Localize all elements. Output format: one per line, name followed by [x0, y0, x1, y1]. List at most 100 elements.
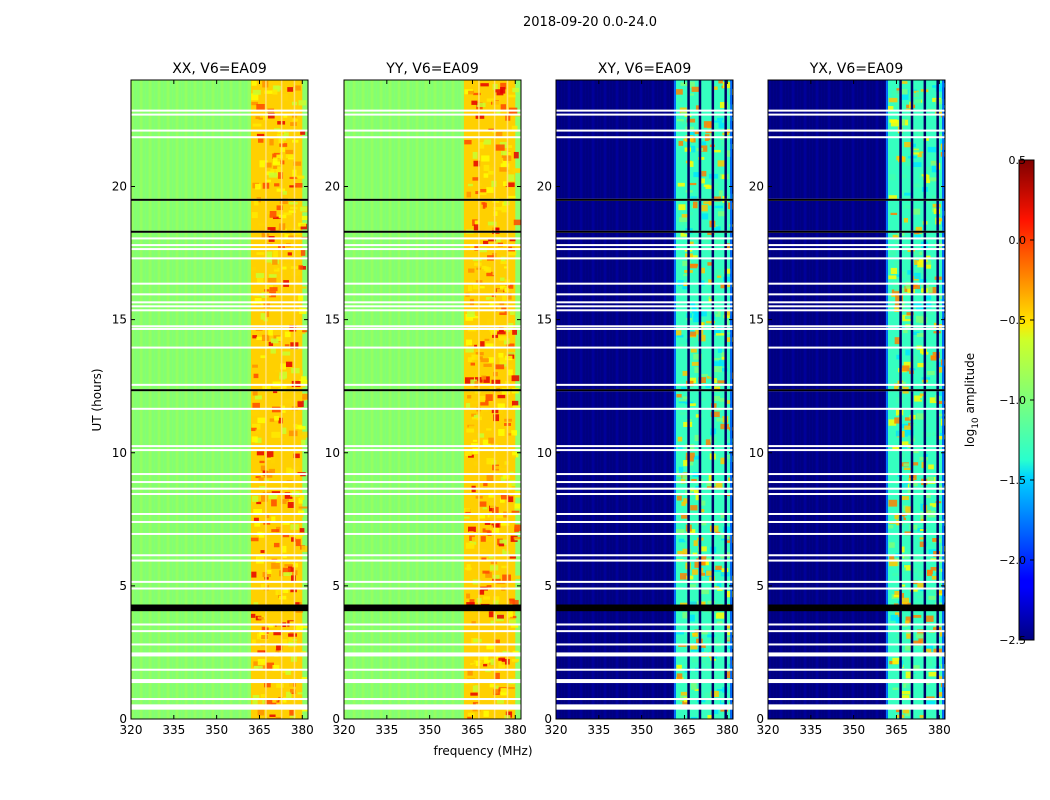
heatmap-cell — [498, 336, 508, 341]
heatmap-cell — [917, 582, 925, 589]
heatmap-cell — [899, 118, 906, 126]
heatmap-cell — [932, 537, 938, 542]
heatmap-cell — [916, 91, 924, 99]
heatmap-cell — [493, 414, 500, 422]
channel-texture — [839, 80, 843, 719]
heatmap-cell — [690, 644, 698, 650]
flagged-row — [131, 129, 308, 132]
flagged-row — [131, 257, 308, 260]
heatmap-cell — [681, 501, 686, 506]
heatmap-cell — [512, 405, 521, 408]
heatmap-cell — [473, 414, 479, 418]
heatmap-cell — [286, 467, 292, 475]
heatmap-cell — [720, 512, 726, 519]
heatmap-cell — [284, 564, 294, 567]
heatmap-cell — [475, 191, 480, 195]
scan-boundary — [768, 389, 945, 392]
heatmap-cell — [470, 315, 480, 319]
panel-title: XY, V6=EA09 — [598, 61, 692, 77]
heatmap-cell — [251, 101, 259, 106]
heatmap-cell — [890, 119, 899, 127]
heatmap-cell — [496, 288, 504, 294]
heatmap-cell — [903, 205, 913, 209]
heatmap-cell — [282, 554, 287, 559]
channel-texture — [600, 80, 604, 719]
heatmap-cell — [931, 165, 937, 173]
heatmap-cell — [930, 566, 938, 571]
flagged-row — [131, 532, 308, 535]
heatmap-cell — [486, 98, 496, 102]
heatmap-cell — [888, 525, 894, 529]
heatmap-cell — [298, 265, 304, 270]
heatmap-cell — [299, 494, 305, 500]
heatmap-cell — [499, 167, 509, 172]
heatmap-cell — [271, 562, 280, 569]
heatmap-cell — [692, 201, 698, 209]
heatmap-cell — [910, 423, 917, 426]
panel-3: XY, V6=EA09 320 335 350 365 380 0 5 10 15 20 — [537, 61, 739, 737]
heatmap-cell — [917, 130, 926, 137]
heatmap-cell — [513, 151, 519, 159]
heatmap-cell — [486, 538, 492, 542]
channel-texture — [824, 80, 828, 719]
flagged-row — [131, 643, 308, 646]
heatmap-cell — [678, 538, 686, 543]
flagged-row — [768, 445, 945, 448]
heatmap-cell — [920, 512, 926, 520]
heatmap-cell — [256, 451, 265, 456]
heatmap-cell — [282, 93, 289, 101]
channel-texture — [439, 80, 443, 719]
channel-texture — [229, 80, 233, 719]
heatmap-cell — [278, 172, 284, 179]
heatmap-cell — [894, 104, 901, 107]
heatmap-cell — [914, 395, 922, 402]
heatmap-cell — [482, 528, 490, 536]
heatmap-cell — [888, 559, 898, 567]
heatmap-cell — [679, 412, 688, 416]
heatmap-cell — [698, 377, 706, 384]
heatmap-cell — [693, 455, 702, 460]
flagged-row — [344, 587, 521, 590]
flagged-row — [131, 301, 308, 304]
flagged-row — [131, 383, 308, 386]
heatmap-cell — [904, 425, 912, 430]
heatmap-cell — [493, 371, 498, 377]
heatmap-cell — [686, 342, 695, 349]
flagged-row — [556, 449, 733, 452]
heatmap-cell — [702, 560, 709, 566]
heatmap-cell — [487, 221, 497, 227]
heatmap-cell — [676, 393, 682, 398]
heatmap-cell — [486, 475, 494, 481]
channel-texture — [606, 80, 610, 719]
heatmap-cell — [300, 651, 306, 654]
channel-texture — [418, 80, 422, 719]
heatmap-cell — [926, 569, 933, 577]
channel-texture — [561, 80, 565, 719]
heatmap-cell — [896, 274, 902, 277]
heatmap-cell — [264, 285, 273, 291]
heatmap-cell — [678, 399, 687, 402]
heatmap-cell — [686, 93, 695, 96]
heatmap-cell — [697, 398, 706, 402]
heatmap-cell — [482, 507, 488, 510]
heatmap-cell — [693, 315, 701, 323]
heatmap-cell — [911, 665, 920, 671]
channel-texture — [175, 80, 179, 719]
flagged-block — [556, 679, 733, 684]
heatmap-cell — [706, 570, 713, 576]
channel-texture — [773, 80, 777, 719]
channel-texture — [794, 80, 798, 719]
heatmap-cell — [725, 438, 733, 443]
channel-texture — [355, 80, 359, 719]
x-tick-label: 365 — [885, 723, 908, 737]
heatmap-cell — [258, 117, 264, 120]
heatmap-cell — [273, 631, 283, 636]
heatmap-cell — [273, 542, 280, 548]
heatmap-cell — [273, 250, 278, 258]
channel-texture — [669, 80, 673, 719]
heatmap-cell — [290, 587, 297, 593]
heatmap-cell — [888, 97, 898, 103]
heatmap-cell — [715, 612, 725, 619]
heatmap-cell — [262, 572, 271, 578]
flagged-row — [768, 487, 945, 490]
